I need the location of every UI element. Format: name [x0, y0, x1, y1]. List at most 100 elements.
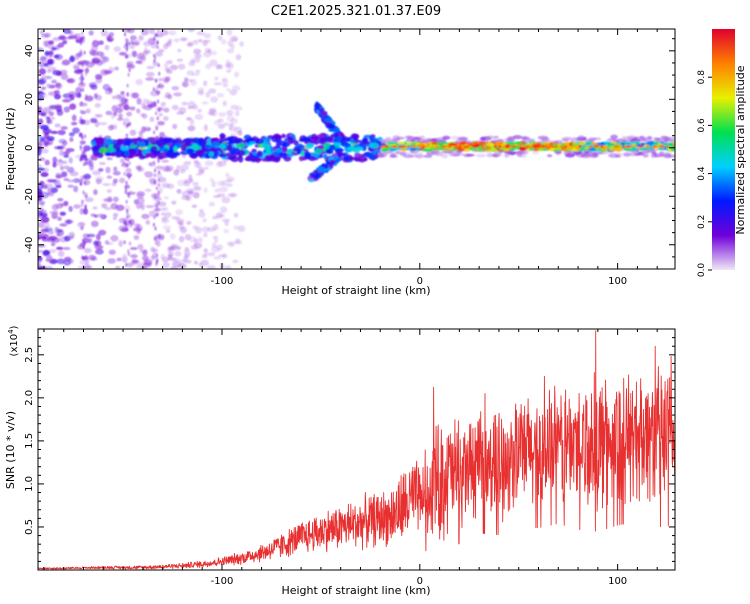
heatmap-cell — [286, 148, 293, 154]
heatmap-cell — [544, 145, 548, 148]
heatmap-cell — [193, 159, 199, 164]
heatmap-cell — [186, 148, 194, 154]
heatmap-cell — [95, 248, 104, 255]
heatmap-cell — [38, 141, 43, 148]
heatmap-cell — [603, 141, 609, 145]
heatmap-cell — [160, 254, 165, 260]
heatmap-cell — [161, 159, 170, 163]
heatmap-cell — [157, 29, 160, 34]
heatmap-cell — [126, 211, 129, 216]
heatmap-cell — [213, 223, 219, 231]
heatmap-cell — [610, 134, 618, 140]
heatmap-cell — [298, 155, 304, 162]
heatmap-cell — [202, 217, 207, 223]
heatmap-cell — [52, 156, 58, 164]
heatmap-cell — [624, 145, 628, 148]
heatmap-cell — [60, 73, 69, 81]
heatmap-cell — [138, 141, 146, 148]
heatmap-cell — [85, 174, 92, 179]
heatmap-cell — [274, 148, 283, 153]
heatmap-cell — [155, 186, 159, 191]
heatmap-cell — [157, 90, 161, 95]
heatmap-cell — [47, 229, 54, 235]
heatmap-cell — [41, 225, 50, 230]
heatmap-cell — [305, 143, 314, 149]
heatmap-cell — [461, 145, 465, 148]
heatmap-cell — [38, 215, 43, 219]
heatmap-cell — [156, 135, 159, 140]
heatmap-cell — [148, 210, 157, 217]
heatmap-cell — [110, 234, 119, 242]
heatmap-cell — [159, 29, 169, 36]
heatmap-cell — [38, 197, 43, 202]
heatmap-cell — [155, 126, 158, 131]
heatmap-cell — [540, 142, 546, 146]
heatmap-cell — [129, 44, 135, 50]
heatmap-cell — [212, 235, 219, 240]
heatmap-cell — [130, 254, 138, 259]
heatmap-cell — [142, 50, 149, 56]
heatmap-cell — [161, 216, 168, 222]
heatmap-cell — [138, 35, 144, 41]
heatmap-cell — [158, 77, 163, 82]
heatmap-cell — [602, 145, 607, 148]
heatmap-cell — [255, 138, 264, 145]
heatmap-cell — [177, 263, 187, 269]
heatmap-cell — [57, 129, 66, 136]
snr-y-tick-label: 2.5 — [24, 347, 35, 363]
heatmap-cell — [135, 60, 142, 64]
heatmap-cell — [82, 36, 86, 40]
heatmap-cell — [223, 228, 230, 234]
heatmap-cell — [41, 235, 47, 240]
heatmap-cell — [135, 202, 142, 210]
heatmap-cell — [66, 77, 76, 84]
heatmap-cell — [79, 242, 83, 247]
heatmap-cell — [402, 145, 406, 148]
heatmap-cell — [88, 254, 96, 261]
heatmap-cell — [203, 187, 208, 194]
heatmap-cell — [161, 182, 170, 189]
heatmap-cell — [82, 149, 86, 154]
heatmap-cell — [79, 116, 83, 120]
heatmap-cell — [406, 145, 411, 148]
heatmap-cell — [219, 132, 225, 140]
heatmap-cell — [96, 213, 104, 218]
heatmap-cell — [229, 192, 238, 198]
heatmap-cell — [156, 142, 164, 147]
heatmap-cell — [154, 111, 158, 116]
heatmap-cell — [46, 58, 55, 66]
heatmap-cell — [406, 141, 412, 145]
heatmap-cell — [152, 222, 156, 227]
heatmap-cell — [658, 147, 665, 151]
heatmap-cell — [479, 141, 486, 146]
heatmap-cell — [69, 103, 77, 110]
heatmap-cell — [197, 108, 202, 113]
heatmap-cell — [68, 157, 73, 164]
heatmap-cell — [107, 146, 113, 153]
heatmap-cell — [113, 196, 119, 203]
heatmap-cell — [187, 125, 196, 132]
heatmap-cell — [203, 80, 208, 87]
heatmap-cell — [106, 175, 113, 179]
heatmap-cell — [71, 114, 77, 122]
colorbar-tick-label: 0.6 — [697, 118, 707, 133]
heatmap-cell — [213, 82, 222, 86]
heatmap-cell — [363, 139, 368, 145]
heatmap-cell — [43, 132, 50, 140]
heatmap-cell — [226, 176, 235, 182]
heatmap-cell — [51, 204, 59, 211]
heatmap-cell — [176, 58, 184, 62]
heatmap-cell — [528, 145, 533, 148]
heatmap-cell — [224, 63, 232, 68]
heatmap-cell — [126, 157, 130, 162]
heatmap-cell — [166, 69, 173, 74]
heatmap-cell — [82, 174, 87, 180]
heatmap-cell — [498, 145, 502, 148]
heatmap-cell — [118, 240, 123, 248]
heatmap-cell — [208, 201, 215, 207]
heatmap-cell — [400, 145, 404, 148]
snr-y-axis-label: SNR (10 * v/v) — [4, 411, 17, 489]
heatmap-cell — [69, 136, 74, 143]
heatmap-cell — [126, 64, 136, 69]
